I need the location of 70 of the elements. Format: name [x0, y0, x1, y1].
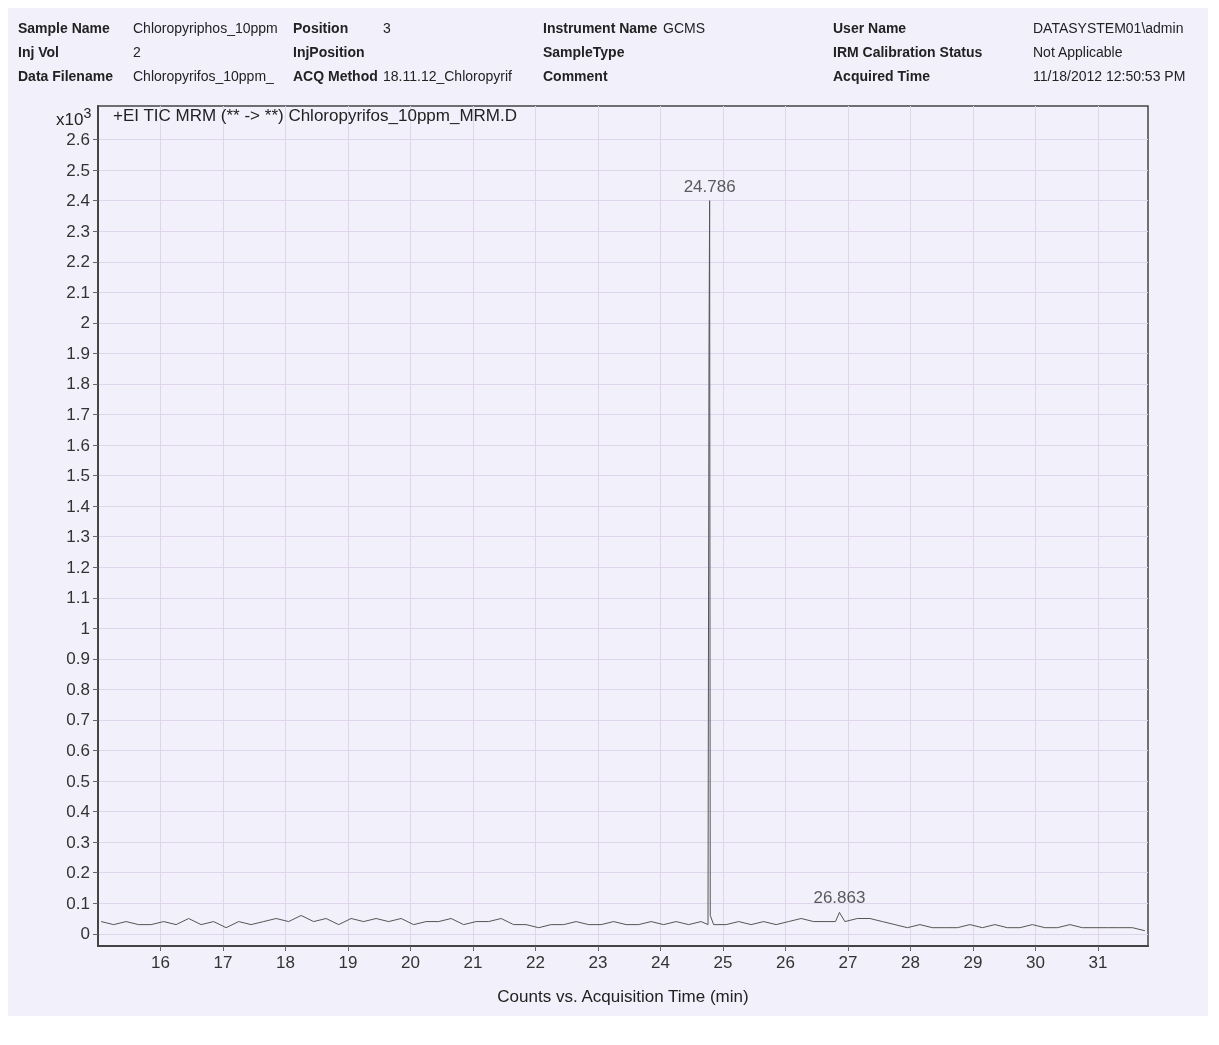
- text: SampleType: [543, 44, 626, 62]
- x-tick-label: 25: [713, 953, 733, 972]
- y-tick-label: 1.1: [66, 588, 90, 608]
- y-tick-label: 2.4: [66, 191, 90, 211]
- text: 3: [383, 20, 392, 38]
- x-tick-label: 16: [151, 953, 170, 972]
- text: Inj Vol: [18, 44, 60, 62]
- y-tick-label: 1.6: [66, 435, 90, 455]
- x-tick-label: 31: [1088, 953, 1108, 972]
- x-tick-label: 20: [401, 953, 420, 972]
- x-tick-label: 19: [338, 953, 358, 972]
- x-tick-label: 18: [276, 953, 295, 972]
- text: Instrument Name: [543, 20, 659, 38]
- text: Sample Name: [18, 20, 111, 38]
- x-tick-label: 21: [463, 953, 483, 972]
- text: Acquired Time: [833, 68, 931, 86]
- text: GCMS: [663, 20, 706, 38]
- y-tick-label: 1.2: [66, 557, 90, 577]
- text: 18.11.12_Chloropyrif: [383, 68, 513, 86]
- x-tick-label: 29: [963, 953, 983, 972]
- x-tick-label: 26: [776, 953, 795, 972]
- y-tick-label: 0.8: [66, 679, 90, 699]
- y-tick-label: 0.3: [66, 832, 90, 852]
- text: 11/18/2012 12:50:53 PM: [1033, 68, 1187, 86]
- x-tick-label: 24: [651, 953, 670, 972]
- x-tick-label: 28: [901, 953, 920, 972]
- y-tick-label: 0.7: [66, 710, 90, 730]
- text: Not Applicable: [1033, 44, 1124, 62]
- y-tick-label: 1.9: [66, 343, 90, 363]
- text: DATASYSTEM01\admin: [1033, 20, 1185, 38]
- x-tick-label: 30: [1026, 953, 1045, 972]
- y-tick-label: 0.6: [66, 741, 90, 761]
- x-tick-label: 23: [588, 953, 608, 972]
- y-tick-label: 2.2: [66, 252, 90, 272]
- x-axis-title: Counts vs. Acquisition Time (min): [497, 987, 749, 1006]
- y-tick-label: 0.4: [66, 802, 90, 822]
- x-tick-label: 27: [838, 953, 858, 972]
- y-tick-label: 2.1: [66, 282, 90, 302]
- y-tick-label: 1.5: [66, 466, 90, 486]
- text: Chloropyriphos_10ppm: [133, 20, 279, 38]
- y-axis-title: x10$^{3}$: [56, 104, 92, 131]
- y-tick-label: 1.4: [66, 496, 90, 516]
- y-tick-label: 1: [80, 618, 90, 638]
- line-series: [100, 200, 1146, 932]
- y-tick-label: 2.6: [66, 130, 90, 150]
- text: Data Filename: [18, 68, 114, 86]
- x-tick-label: 17: [213, 953, 233, 972]
- text: Position: [293, 20, 350, 38]
- text: 2: [133, 44, 142, 62]
- y-tick-label: 0.9: [66, 649, 90, 669]
- y-tick-label: 0: [80, 924, 90, 944]
- y-tick-label: 2.3: [66, 221, 90, 241]
- text: User Name: [833, 20, 908, 38]
- chart-title: +EI TIC MRM (** -> **) Chloropyrifos_10ppm_MRM.D: [113, 106, 518, 125]
- y-tick-label: 0.1: [66, 893, 90, 913]
- annotation: 26.863: [813, 888, 866, 908]
- y-tick-label: 2.5: [66, 160, 90, 180]
- text: Comment: [543, 68, 609, 86]
- annotation: 24.786: [683, 176, 736, 196]
- y-tick-label: 2: [80, 313, 90, 333]
- y-tick-label: 1.3: [66, 527, 90, 547]
- text: IRM Calibration Status: [833, 44, 984, 62]
- text: InjPosition: [293, 44, 366, 62]
- y-tick-label: 0.2: [66, 863, 90, 883]
- text: ACQ Method: [293, 68, 379, 86]
- y-tick-label: 1.7: [66, 405, 90, 425]
- y-tick-label: 0.5: [66, 771, 90, 791]
- x-tick-label: 22: [526, 953, 545, 972]
- y-tick-label: 1.8: [66, 374, 90, 394]
- text: Chloropyrifos_10ppm_: [133, 68, 275, 86]
